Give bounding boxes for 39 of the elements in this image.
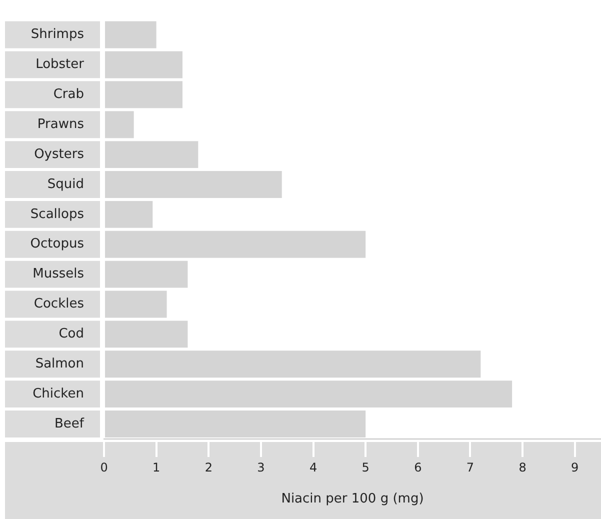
x-axis-title: Niacin per 100 g (mg)	[281, 492, 424, 507]
bar	[105, 260, 188, 288]
y-tick-label: Shrimps	[30, 27, 84, 42]
y-tick-label: Squid	[47, 176, 84, 192]
y-tick-label: Crab	[53, 87, 84, 102]
bar	[105, 111, 134, 138]
x-tick-label: 1	[152, 460, 160, 474]
bar	[105, 290, 167, 318]
y-tick-label: Lobster	[36, 57, 85, 72]
x-tick-label: 0	[100, 460, 108, 474]
x-tick-label: 7	[466, 460, 474, 474]
y-tick-label: Oysters	[34, 146, 84, 162]
bar	[105, 320, 188, 348]
bar	[105, 350, 481, 378]
x-tick-label: 2	[204, 460, 212, 474]
y-tick-label: Mussels	[32, 266, 84, 282]
bar	[105, 410, 366, 438]
x-tick-label: 9	[571, 460, 579, 474]
x-tick-label: 4	[309, 460, 318, 474]
x-tick-label: 5	[362, 460, 370, 474]
y-tick-label: Beef	[54, 416, 84, 432]
bar	[105, 380, 512, 408]
bar	[105, 51, 182, 78]
bar	[105, 230, 366, 258]
bar	[105, 141, 198, 168]
y-tick-label: Cockles	[34, 296, 84, 312]
y-tick-label: Salmon	[35, 356, 84, 372]
bar	[105, 81, 182, 108]
x-tick-label: 8	[518, 460, 526, 474]
y-tick-label: Octopus	[30, 236, 84, 252]
y-tick-label: Cod	[58, 326, 84, 342]
bar	[105, 171, 282, 198]
y-tick-label: Chicken	[32, 386, 84, 402]
x-tick-label: 6	[414, 460, 422, 474]
x-tick-label: 3	[257, 460, 265, 474]
y-tick-label: Prawns	[37, 116, 84, 132]
bar	[105, 200, 153, 228]
y-tick-label: Scallops	[30, 206, 84, 222]
bar	[105, 21, 156, 48]
